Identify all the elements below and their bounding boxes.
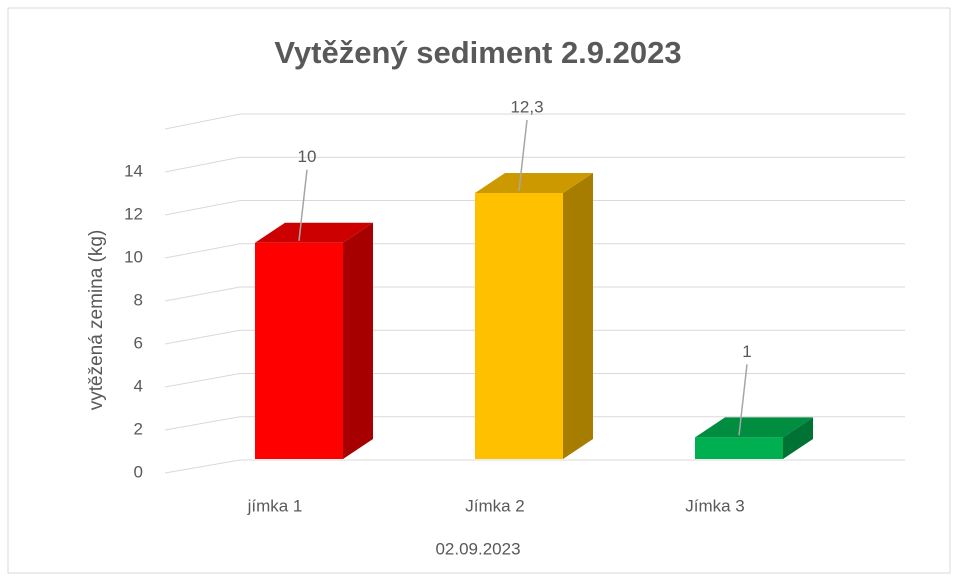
bar-top (475, 173, 593, 194)
bar-side (783, 417, 813, 459)
y-tick-label: 14 (124, 161, 143, 180)
plot-frame (164, 113, 905, 130)
x-tick-label: jímka 1 (247, 496, 303, 515)
grid-line (164, 243, 905, 259)
leader-line (518, 119, 528, 192)
grid-line (164, 200, 905, 216)
y-tick-label: 12 (124, 204, 143, 223)
data-label: 1 (742, 342, 751, 361)
bar (695, 437, 783, 459)
grid-line (164, 286, 905, 302)
leader-line (298, 169, 308, 241)
y-tick-label: 10 (124, 247, 143, 266)
y-tick-label: 0 (134, 462, 143, 481)
x-tick-label: Jímka 2 (465, 496, 525, 515)
bar-side (563, 173, 593, 459)
x-axis-title: 02.09.2023 (435, 539, 520, 558)
y-tick-label: 8 (134, 290, 143, 309)
y-tick-label: 4 (134, 376, 143, 395)
bar-top (255, 222, 373, 243)
grid-line (164, 459, 905, 474)
bar-side (343, 222, 373, 459)
bar (255, 242, 343, 459)
data-label: 12,3 (510, 97, 543, 116)
chart-title: Vytěžený sediment 2.9.2023 (274, 35, 681, 70)
grid-line (164, 156, 905, 173)
bar (475, 193, 563, 459)
grid-line (164, 373, 905, 388)
y-axis-title: vytěžená zemina (kg) (86, 230, 107, 411)
grid-line (164, 329, 905, 345)
y-tick-label: 6 (134, 333, 143, 352)
x-tick-label: Jímka 3 (685, 496, 745, 515)
data-label: 10 (298, 147, 317, 166)
leader-line (738, 364, 748, 436)
grid-line (164, 416, 905, 431)
y-tick-label: 2 (134, 419, 143, 438)
bar-top (695, 417, 813, 438)
